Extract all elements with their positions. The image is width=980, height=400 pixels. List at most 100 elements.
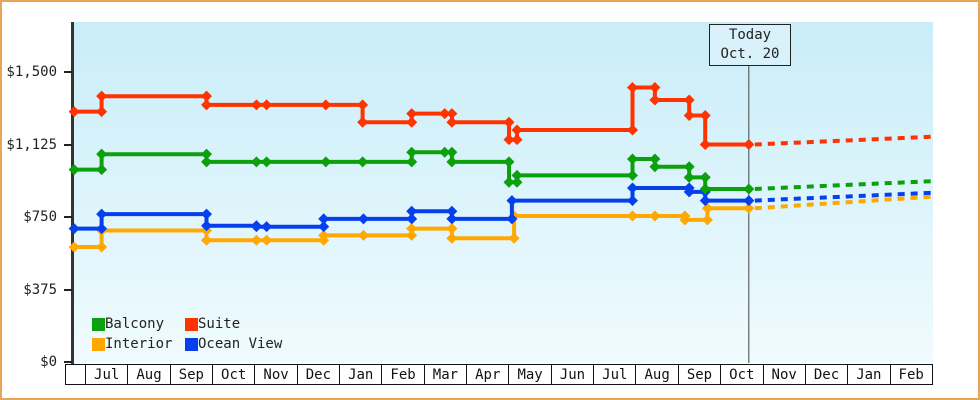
month-cell-apr: Apr [467, 365, 510, 384]
data-point-marker [261, 156, 273, 168]
data-point-marker [649, 94, 661, 106]
data-point-marker [743, 139, 755, 150]
today-date: Oct. 20 [720, 46, 780, 62]
month-cell-sep: Sep [171, 365, 214, 384]
today-label: Today [728, 27, 772, 43]
data-point-marker [261, 221, 273, 233]
data-point-marker [96, 90, 108, 102]
chart-legend: Balcony Suite Interior Ocean View [92, 316, 282, 352]
legend-label: Suite [198, 316, 241, 332]
legend-row: Interior Ocean View [92, 336, 282, 352]
y-tick-label: $1,125 [6, 136, 57, 153]
data-point-marker [699, 171, 711, 183]
month-cell-may: May [509, 365, 552, 384]
data-point-marker [250, 156, 262, 168]
legend-item-interior: Interior [92, 336, 185, 352]
month-cell-jul: Jul [86, 365, 129, 384]
data-point-marker [446, 213, 458, 225]
legend-swatch-icon [92, 337, 105, 351]
data-point-marker [699, 139, 711, 150]
data-point-marker [357, 229, 369, 241]
data-point-marker [357, 116, 369, 128]
month-cell-feb: Feb [382, 365, 425, 384]
series-suite [68, 81, 932, 150]
data-point-marker [446, 108, 458, 120]
data-point-marker [406, 156, 418, 168]
data-point-marker [68, 164, 80, 176]
data-point-marker [649, 153, 661, 165]
data-point-marker [96, 106, 108, 118]
data-point-marker [511, 176, 523, 188]
data-point-marker [446, 223, 458, 235]
data-point-marker [406, 116, 418, 128]
data-point-marker [96, 148, 108, 160]
data-point-marker [96, 208, 108, 220]
legend-item-suite: Suite [185, 316, 240, 332]
today-marker-box: Today Oct. 20 [709, 24, 791, 66]
data-point-marker [511, 124, 523, 136]
data-point-marker [201, 234, 213, 246]
series-interior [68, 194, 932, 253]
data-point-marker [511, 134, 523, 146]
data-point-marker [261, 234, 273, 246]
data-point-marker [201, 99, 213, 111]
data-point-marker [318, 213, 330, 225]
data-point-marker [446, 146, 458, 158]
data-point-marker [626, 124, 638, 136]
data-point-marker [446, 116, 458, 128]
data-point-marker [743, 202, 755, 214]
y-tick-mark [64, 143, 72, 146]
month-cell-nov: Nov [255, 365, 298, 384]
data-point-marker [503, 156, 515, 168]
data-point-marker [250, 99, 262, 111]
data-point-marker [201, 156, 213, 168]
y-tick-label: $0 [40, 354, 57, 370]
data-point-marker [446, 156, 458, 168]
y-tick-mark [64, 361, 72, 363]
data-point-marker [503, 176, 515, 188]
month-cell-aug: Aug [636, 365, 679, 384]
legend-label: Balcony [105, 316, 165, 332]
data-point-marker [683, 161, 695, 173]
month-cell-jan: Jan [340, 365, 383, 384]
legend-swatch-icon [92, 317, 105, 331]
data-point-marker [701, 202, 713, 214]
data-point-marker [699, 183, 711, 195]
data-point-marker [446, 232, 458, 244]
data-point-marker [743, 183, 755, 195]
data-point-marker [201, 148, 213, 160]
data-point-marker [201, 208, 213, 220]
month-cell-dec: Dec [806, 365, 849, 384]
legend-item-balcony: Balcony [92, 316, 185, 332]
data-point-marker [626, 182, 638, 194]
month-cell-jul: Jul [594, 365, 637, 384]
month-cell-jan: Jan [848, 365, 891, 384]
data-point-marker [506, 213, 518, 225]
series-balcony [68, 146, 932, 195]
legend-row: Balcony Suite [92, 316, 282, 332]
y-tick-mark [64, 288, 72, 291]
y-tick-label: $750 [23, 209, 57, 225]
y-tick-label: $1,500 [6, 64, 57, 80]
y-tick-mark [64, 216, 72, 218]
data-point-marker [406, 229, 418, 241]
month-cell-feb: Feb [898, 366, 924, 383]
data-point-marker [96, 241, 108, 253]
data-point-marker [683, 182, 695, 194]
data-point-marker [649, 81, 661, 93]
legend-swatch-icon [185, 337, 198, 351]
data-point-marker [506, 195, 518, 207]
series-ocean-view [68, 182, 932, 235]
data-point-marker [679, 210, 691, 222]
data-point-marker [743, 195, 755, 207]
data-point-marker [683, 171, 695, 183]
series-forecast-dotted-line [754, 179, 932, 191]
data-point-marker [320, 156, 332, 168]
data-point-marker [626, 169, 638, 181]
data-point-marker [626, 153, 638, 165]
data-point-marker [261, 99, 273, 111]
data-point-marker [357, 213, 369, 225]
data-point-marker [626, 195, 638, 207]
data-point-marker [406, 223, 418, 235]
